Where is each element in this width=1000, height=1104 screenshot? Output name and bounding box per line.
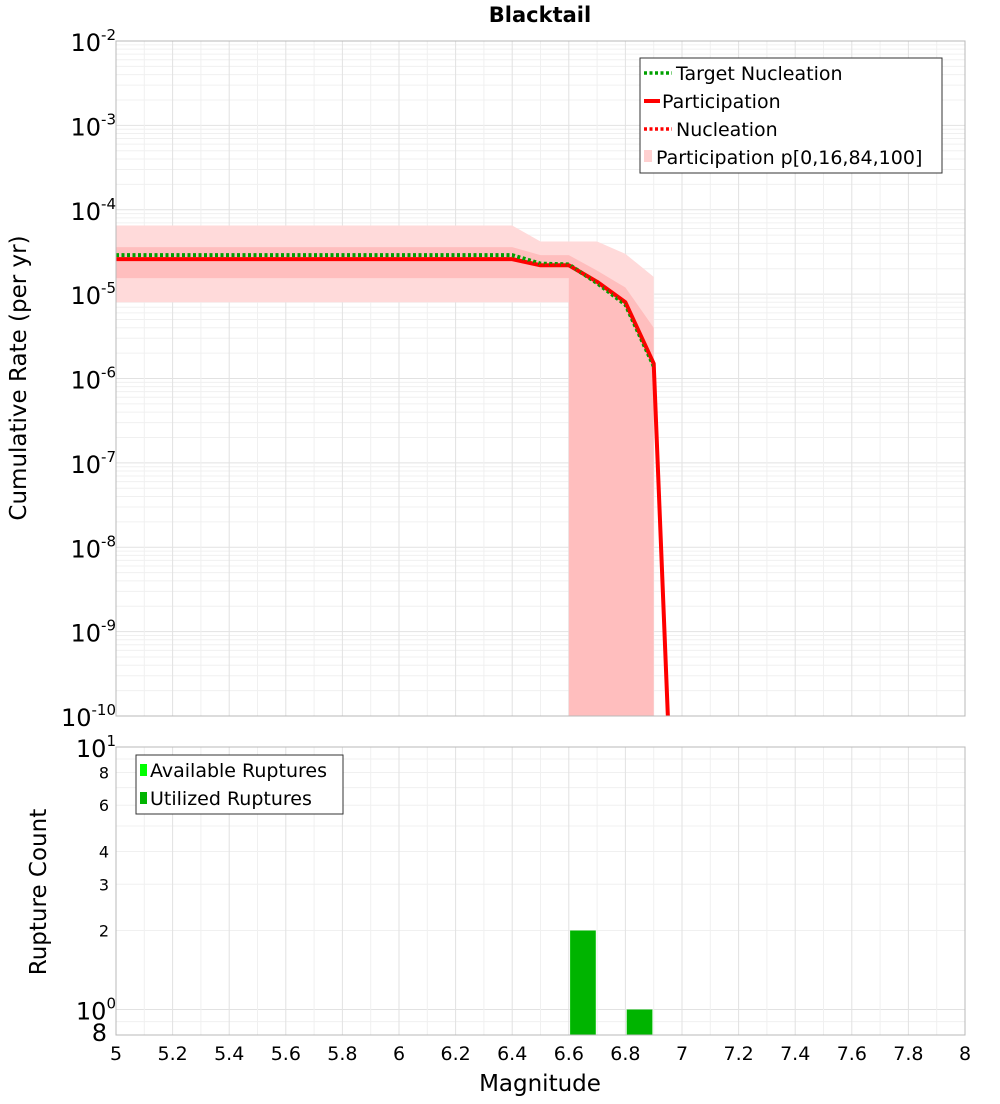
y-tick-label-1e-6: 10-6 — [70, 364, 116, 395]
legend-label-nucleation: Nucleation — [676, 119, 778, 141]
y-tick-label-1e-10: 10-10 — [61, 701, 116, 732]
bottom-y-tick-power-1: 100 — [76, 995, 116, 1026]
y-tick-label-1e-3: 10-3 — [70, 110, 116, 141]
y-tick-exponent: -5 — [101, 279, 116, 297]
tick-exponent: 1 — [106, 732, 116, 750]
x-tick-label-6: 6 — [393, 1043, 405, 1065]
y-tick-base: 10 — [70, 29, 101, 57]
x-tick-label-5: 5 — [110, 1043, 122, 1065]
y-tick-base: 10 — [70, 282, 101, 310]
x-tick-label-7.4: 7.4 — [780, 1043, 810, 1065]
x-tick-label-5.8: 5.8 — [327, 1043, 357, 1065]
chart-title: Blacktail — [489, 3, 591, 27]
legend-label-available-ruptures: Available Ruptures — [150, 760, 327, 782]
legend-label-utilized-ruptures: Utilized Ruptures — [150, 788, 312, 810]
tick-base: 10 — [76, 735, 107, 763]
x-tick-label-6.2: 6.2 — [440, 1043, 470, 1065]
x-tick-label-8: 8 — [959, 1043, 971, 1065]
legend-swatch-available-ruptures — [140, 764, 147, 776]
x-tick-label-6.4: 6.4 — [497, 1043, 527, 1065]
x-tick-label-7.2: 7.2 — [723, 1043, 753, 1065]
x-axis-label: Magnitude — [479, 1071, 601, 1097]
y-tick-label-1e-9: 10-9 — [70, 617, 116, 648]
legend-label-target-nucleation: Target Nucleation — [675, 63, 843, 85]
y-tick-base: 10 — [70, 113, 101, 141]
x-tick-label-7.8: 7.8 — [893, 1043, 923, 1065]
legend-swatch-utilized-ruptures — [140, 792, 147, 804]
top-legend: Target Nucleation Participation Nucleati… — [640, 58, 942, 173]
x-tick-label-5.4: 5.4 — [214, 1043, 244, 1065]
bottom-y-tick-label-3: 3 — [99, 875, 109, 894]
y-tick-base: 10 — [70, 620, 101, 648]
bottom-y-axis-label: Rupture Count — [26, 809, 52, 975]
y-tick-exponent: -4 — [101, 195, 116, 213]
bottom-plot-bars — [570, 931, 652, 1035]
x-tick-label-6.8: 6.8 — [610, 1043, 640, 1065]
y-tick-label-1e-7: 10-7 — [70, 448, 116, 479]
x-tick-label-7.6: 7.6 — [837, 1043, 867, 1065]
bottom-y-tick-power-10: 101 — [76, 732, 116, 763]
bar-utilized-ruptures-6.65 — [570, 931, 595, 1035]
bottom-y-tick-label-6: 6 — [99, 796, 109, 815]
y-tick-exponent: -9 — [101, 617, 116, 635]
y-tick-exponent: -6 — [101, 364, 116, 382]
y-tick-exponent: -3 — [101, 110, 116, 128]
y-tick-exponent: -7 — [101, 448, 116, 466]
bottom-y-tick-label-2: 2 — [99, 922, 109, 941]
y-tick-base: 10 — [70, 451, 101, 479]
legend-label-participation-band: Participation p[0,16,84,100] — [656, 147, 922, 169]
legend-label-participation: Participation — [662, 91, 781, 113]
y-tick-base: 10 — [70, 535, 101, 563]
y-tick-label-1e-8: 10-8 — [70, 532, 116, 563]
figure: 10-10 10-9 10-8 10-7 10-6 10-5 10-4 10-3 10-2 Bl… — [0, 0, 1000, 1100]
y-tick-label-1e-5: 10-5 — [70, 279, 116, 310]
bar-utilized-ruptures-6.85 — [627, 1010, 652, 1035]
figure-svg: 10-1010-910-810-710-610-510-410-310-2 Bl… — [0, 0, 1000, 1100]
x-tick-label-5.2: 5.2 — [157, 1043, 187, 1065]
x-tick-label-7: 7 — [676, 1043, 688, 1065]
tick-base: 10 — [76, 998, 107, 1026]
bottom-y-tick-label-4: 4 — [99, 842, 109, 861]
y-tick-label-1e-4: 10-4 — [70, 195, 116, 226]
tick-exponent: 0 — [106, 995, 116, 1013]
y-tick-base: 10 — [70, 367, 101, 395]
y-tick-base: 10 — [70, 198, 101, 226]
legend-swatch-participation-band — [644, 150, 652, 162]
bottom-y-tick-label-8: 8 — [99, 763, 109, 782]
y-tick-exponent: -8 — [101, 532, 116, 550]
top-y-axis-label: Cumulative Rate (per yr) — [6, 235, 32, 520]
bottom-legend: Available Ruptures Utilized Ruptures — [136, 755, 343, 814]
x-tick-label-6.6: 6.6 — [554, 1043, 584, 1065]
y-tick-base: 10 — [61, 704, 92, 732]
x-tick-label-5.6: 5.6 — [271, 1043, 301, 1065]
y-tick-exponent: -2 — [101, 26, 116, 44]
y-tick-exponent: -10 — [92, 701, 117, 719]
y-tick-label-1e-2: 10-2 — [70, 26, 116, 57]
